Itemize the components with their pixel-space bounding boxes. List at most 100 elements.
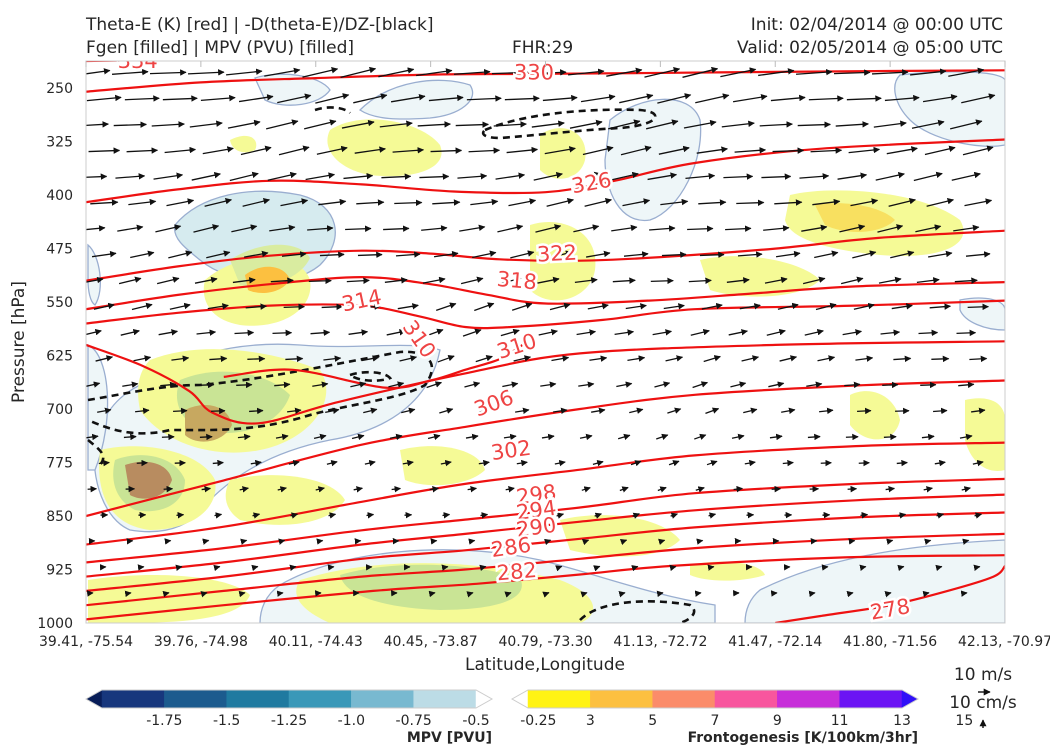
wind-vector [667, 407, 682, 414]
wind-vector [442, 512, 451, 519]
wind-vector [130, 250, 155, 259]
wind-vector [967, 303, 989, 311]
wind-vector [703, 355, 721, 363]
wind-vector [629, 407, 644, 414]
wind-vector [312, 381, 329, 388]
wind-vector [956, 329, 977, 337]
wind-vector [249, 407, 264, 415]
mpv-colorbar-tick: -1.0 [338, 713, 365, 729]
wind-vector [736, 199, 765, 206]
wind-vector [285, 355, 304, 363]
wind-vector [802, 276, 826, 285]
wind-vector [546, 197, 574, 207]
wind-vector [323, 355, 342, 362]
fgen-colorbar: 3 5 7 9 11 13 15 [510, 689, 973, 729]
wind-vector [936, 512, 945, 519]
wind-vector [568, 68, 605, 76]
wind-vector [779, 355, 798, 362]
x-tick-label: 39.76, -74.98 [154, 634, 248, 650]
wind-vector [726, 277, 750, 284]
wind-vector [202, 146, 234, 155]
wind-vector [122, 381, 139, 388]
wind-vector [619, 486, 629, 493]
wind-vector [619, 538, 628, 546]
wind-vector [200, 94, 236, 102]
wind-vector [343, 172, 374, 180]
wind-vector [647, 172, 678, 181]
wind-vector [468, 538, 476, 545]
wind-vector [685, 172, 716, 180]
fgen-colorbar-tick: 9 [773, 713, 782, 729]
wind-vector [961, 93, 996, 104]
wind-vector [625, 303, 647, 310]
wind-vector [795, 68, 833, 76]
wind-vector [660, 198, 689, 206]
wind-vector [493, 121, 527, 128]
wind-vector [931, 355, 950, 363]
wind-vector [266, 119, 299, 130]
wind-vector [510, 250, 535, 259]
wind-vector [543, 538, 552, 546]
wind-vector [397, 303, 419, 310]
fgen-shading [850, 391, 900, 440]
fgen-colorbar-swatch [839, 689, 903, 709]
wind-vector [896, 459, 908, 467]
wind-vector [737, 251, 763, 258]
x-tick-label: 42.13, -70.97 [958, 634, 1050, 650]
x-tick-label: 41.13, -72.72 [613, 634, 707, 650]
wind-vector [245, 303, 267, 310]
wind-vector [853, 302, 875, 310]
theta-e-contour-310 [86, 340, 1005, 425]
wind-vector [151, 121, 185, 128]
wind-vector [883, 433, 897, 441]
x-axis-label: Latitude,Longitude [465, 655, 625, 675]
mpv-colorbar-swatch [351, 689, 414, 709]
chart-title-line1: Theta-E (K) [red] | -D(theta-E)/DZ-[blac… [85, 15, 434, 35]
wind-vector [620, 145, 652, 156]
wind-vector [516, 459, 528, 467]
wind-vector [124, 95, 160, 102]
wind-vector [204, 197, 232, 207]
wind-vector [419, 173, 450, 180]
wind-vector [801, 224, 828, 232]
wind-vector [706, 460, 718, 467]
wind-vector [354, 538, 362, 545]
wind-vector [593, 565, 601, 572]
vector-key-vertical: 10 cm/s [949, 693, 1017, 713]
wind-vector [470, 198, 499, 206]
wind-vector [513, 355, 532, 362]
wind-vector [658, 538, 666, 545]
wind-vector [781, 407, 796, 414]
wind-vector [910, 68, 947, 76]
wind-vector [504, 95, 540, 102]
wind-vector [166, 198, 195, 207]
wind-vector [933, 407, 948, 415]
wind-vector [86, 276, 104, 284]
wind-vector [619, 93, 654, 104]
wind-vector [226, 68, 263, 76]
wind-vector [582, 145, 614, 156]
wind-vector [766, 328, 786, 336]
wind-vector [275, 433, 289, 441]
wind-vector [281, 251, 307, 258]
wind-vector [247, 355, 266, 363]
wind-vector [264, 67, 301, 77]
wind-vector [302, 67, 339, 78]
y-tick-label: 250 [46, 81, 73, 97]
mpv-colorbar-swatch [164, 689, 227, 709]
wind-vector [924, 538, 932, 545]
wind-vector [848, 146, 881, 154]
wind-vector [251, 564, 259, 572]
wind-vector [859, 564, 867, 571]
wind-vector [721, 120, 755, 128]
mpv-shading [959, 297, 1005, 331]
wind-vector [383, 225, 410, 232]
mpv-colorbar-swatch [226, 689, 290, 709]
wind-vector [155, 224, 182, 233]
wind-vector [237, 433, 251, 441]
wind-vector [690, 328, 710, 336]
theta-e-contour-314 [86, 299, 1005, 330]
wind-vector [277, 486, 287, 493]
wind-vector [885, 485, 896, 493]
wind-vector [176, 511, 185, 519]
